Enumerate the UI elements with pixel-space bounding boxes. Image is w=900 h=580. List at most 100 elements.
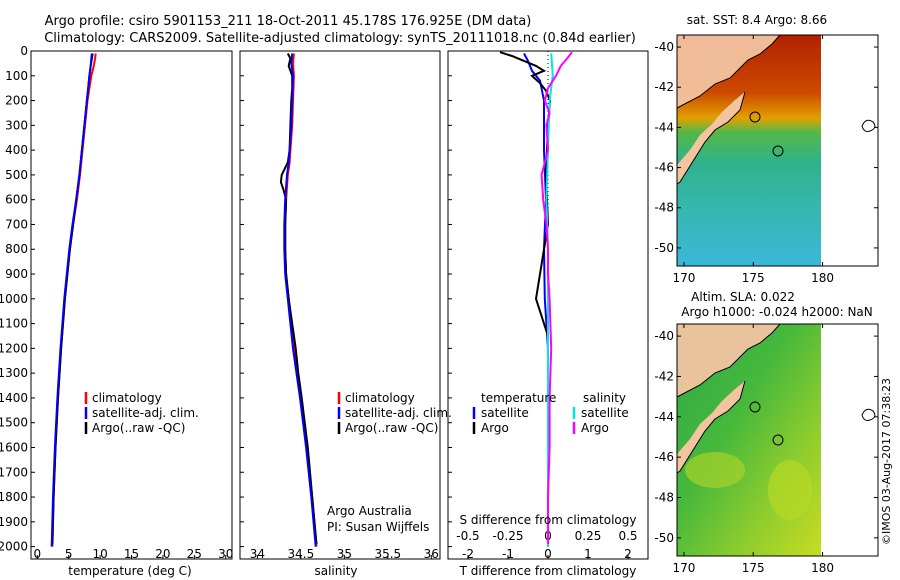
series-satellite <box>283 53 317 547</box>
depth-tick-label: 300 <box>5 118 28 132</box>
depth-tick-label: 0 <box>20 44 28 58</box>
temperature-diff-x-tick-label: 2 <box>624 547 632 561</box>
map-lat-tick-label: -40 <box>654 329 674 343</box>
legend-label-argo: Argo(..raw -QC) <box>345 421 438 435</box>
legend-label-satellite: satellite-adj. clim. <box>92 406 199 420</box>
temperature-plot-frame <box>30 50 233 560</box>
depth-tick-label: 400 <box>5 143 28 157</box>
map-lon-tick-label: 180 <box>811 561 834 575</box>
sst-island <box>749 111 761 123</box>
series-satellite <box>50 53 93 547</box>
depth-tick-label: 1000 <box>0 292 28 306</box>
temperature-xlabel: temperature (deg C) <box>68 564 191 578</box>
map-lat-tick-label: -40 <box>654 40 674 54</box>
depth-tick-label: 700 <box>5 217 28 231</box>
depth-tick-label: 1400 <box>0 391 28 405</box>
series-salinity-argo <box>540 51 573 545</box>
difference-legend: temperature satellite Argo salinity sate… <box>472 391 629 435</box>
sst-map-frame <box>676 34 879 267</box>
map-lon-tick-label: 170 <box>672 561 695 575</box>
salinity-x-tick-label: 34.5 <box>288 547 315 561</box>
salinity-annotation-line1: Argo Australia <box>327 504 412 518</box>
temperature-diff-x-tick-label: 1 <box>584 547 592 561</box>
imos-stamp: ©IMOS 03-Aug-2017 07:38:23 <box>880 378 893 545</box>
map-lat-tick-label: -48 <box>654 201 674 215</box>
legend-label-climatology: climatology <box>345 391 415 405</box>
map-lon-tick-label: 175 <box>742 271 765 285</box>
salinity-x-tick-label: 35 <box>337 547 352 561</box>
difference-panel: -2 -1 0 1 2-0.5 -0.25 0 0.25 0.5 <box>447 50 649 561</box>
sla-blob <box>768 460 812 520</box>
salinity-panel: Argo Australia PI: Susan Wijffels 34 34.5… <box>239 50 441 561</box>
map-lat-tick-label: -48 <box>654 490 674 504</box>
map-lat-tick-label: -42 <box>654 80 674 94</box>
sst-land-south <box>677 92 745 184</box>
sst-map-panel: sat. SST: 8.4 Argo: 8.66 170 175 180 -40 -42… <box>654 13 879 285</box>
figure-title-line2: Climatology: CARS2009. Satellite-adjuste… <box>44 31 636 46</box>
depth-tick-label: 1600 <box>0 440 28 454</box>
temperature-panel: 0100200300400500600700800900100011001200… <box>0 44 233 561</box>
series-temperature-argo <box>499 51 552 547</box>
legend-label-sal-argo: Argo <box>581 421 609 435</box>
temperature-x-tick-label: 15 <box>124 547 139 561</box>
difference-xlabel: T difference from climatology <box>459 564 637 578</box>
temperature-x-tick-label: 0 <box>33 547 41 561</box>
sla-coastline <box>676 323 781 474</box>
temperature-legend: climatology satellite-adj. clim. Argo(..… <box>84 391 199 435</box>
salinity-diff-tick-label: -0.25 <box>492 529 523 543</box>
salinity-diff-tick-label: -0.5 <box>456 529 479 543</box>
depth-tick-label: 600 <box>5 193 28 207</box>
map-lat-tick-label: -44 <box>654 410 674 424</box>
depth-tick-label: 1700 <box>0 465 28 479</box>
temperature-diff-x-tick-label: -2 <box>462 547 474 561</box>
sla-land <box>677 324 780 397</box>
depth-tick-label: 1100 <box>0 317 28 331</box>
salinity-x-tick-label: 34 <box>250 547 265 561</box>
series-climatology <box>51 53 97 547</box>
difference-xlabel-top: S difference from climatology <box>460 513 637 527</box>
depth-tick-label: 800 <box>5 242 28 256</box>
legend-label-temp-argo: Argo <box>481 421 509 435</box>
temperature-x-tick-label: 5 <box>65 547 73 561</box>
salinity-diff-tick-label: 0.25 <box>575 529 602 543</box>
legend-label-climatology: climatology <box>92 391 162 405</box>
salinity-x-tick-label: 36 <box>424 547 439 561</box>
sla-map-panel: Altim. SLA: 0.022 Argo h1000: -0.024 h20… <box>654 290 879 575</box>
sst-chatham-island <box>861 119 876 132</box>
sla-blob <box>685 452 745 488</box>
sla-map-title-line2: Argo h1000: -0.024 h2000: NaN <box>681 305 873 319</box>
map-lat-tick-label: -50 <box>654 241 674 255</box>
map-lat-tick-label: -50 <box>654 531 674 545</box>
salinity-xlabel: salinity <box>314 564 357 578</box>
figure-title-line1: Argo profile: csiro 5901153_211 18-Oct-2… <box>45 14 532 29</box>
map-lon-tick-label: 175 <box>742 561 765 575</box>
map-lon-tick-label: 180 <box>811 271 834 285</box>
sla-island <box>749 401 761 413</box>
temperature-x-tick-label: 10 <box>92 547 107 561</box>
legend-heading-temperature: temperature <box>481 391 556 405</box>
map-lon-tick-label: 170 <box>672 271 695 285</box>
map-lat-tick-label: -46 <box>654 161 674 175</box>
sla-map-frame <box>676 323 879 557</box>
sla-map-title-line1: Altim. SLA: 0.022 <box>691 290 795 304</box>
sst-argo-marker <box>772 145 784 157</box>
depth-tick-label: 900 <box>5 267 28 281</box>
temperature-diff-x-tick-label: 0 <box>544 547 552 561</box>
sla-land-south <box>677 381 745 473</box>
salinity-legend: climatology satellite-adj. clim. Argo(..… <box>337 391 452 435</box>
temperature-diff-x-tick-label: -1 <box>502 547 514 561</box>
depth-tick-label: 200 <box>5 94 28 108</box>
temperature-x-tick-label: 25 <box>187 547 202 561</box>
salinity-diff-tick-label: 0.5 <box>618 529 637 543</box>
sst-land <box>677 35 780 108</box>
sst-coastline <box>676 34 781 185</box>
map-lat-tick-label: -44 <box>654 120 674 134</box>
depth-tick-label: 1900 <box>0 515 28 529</box>
depth-tick-label: 1200 <box>0 341 28 355</box>
legend-label-sal-satellite: satellite <box>581 406 629 420</box>
temperature-x-tick-label: 30 <box>218 547 233 561</box>
depth-tick-label: 500 <box>5 168 28 182</box>
salinity-annotation-line2: PI: Susan Wijffels <box>327 520 429 534</box>
legend-label-temp-satellite: satellite <box>481 406 529 420</box>
series-argo <box>51 53 94 545</box>
